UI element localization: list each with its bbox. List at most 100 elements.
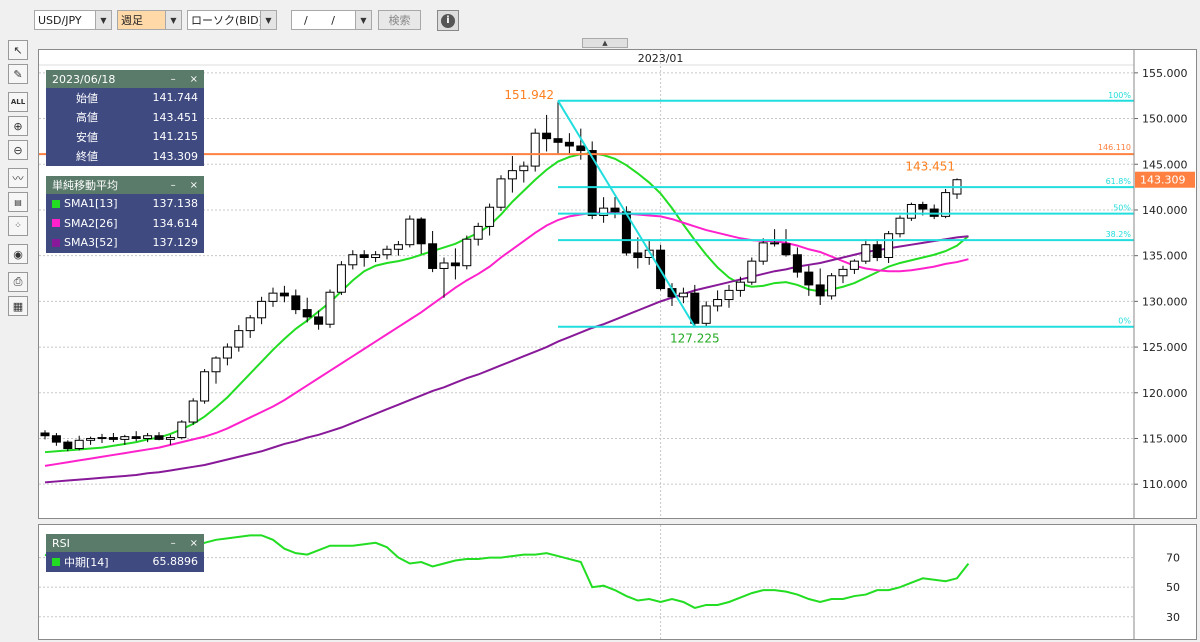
candle-body	[861, 244, 871, 262]
rsi-row: 中期[14] 65.8896	[46, 552, 204, 572]
candle-body	[382, 248, 392, 256]
chevron-down-icon: ▼	[260, 11, 276, 29]
candle-body	[587, 150, 597, 216]
info-icon: i	[441, 13, 455, 28]
rsi-title: RSI	[52, 536, 70, 550]
candle-body	[428, 243, 438, 269]
candle-body	[314, 316, 324, 325]
sma-line	[44, 211, 969, 467]
close-icon[interactable]: ×	[189, 179, 198, 191]
eye-icon[interactable]: ◉	[8, 244, 28, 264]
all-icon[interactable]: ALL	[8, 92, 28, 112]
y-tick-label: 130.000	[1142, 295, 1188, 308]
candle-body	[610, 207, 620, 213]
print-icon[interactable]: ⎙	[8, 272, 28, 292]
sma-row: SMA1[13] 137.138	[46, 194, 204, 214]
candle-body	[188, 400, 198, 423]
y-tick-label: 145.000	[1142, 158, 1188, 171]
sma-label: SMA1[13]	[64, 197, 118, 211]
current-price-label: 143.309	[1140, 174, 1186, 187]
sma-label: SMA3[52]	[64, 236, 118, 250]
fib-label: 38.2%	[1106, 230, 1132, 239]
candle-body	[154, 435, 164, 440]
candle-body	[827, 275, 837, 297]
candle-body	[200, 371, 210, 402]
rsi-chart-panel: 70 50 30	[38, 524, 1197, 640]
high-annotation: 151.942	[504, 88, 554, 102]
candle-body	[131, 436, 141, 439]
candle-body	[621, 211, 631, 254]
candle-body	[804, 271, 814, 286]
timeframe-select[interactable]: 週足 ▼	[117, 10, 182, 30]
ohlc-row: 高値 143.451	[46, 107, 204, 127]
candle-body	[177, 421, 187, 439]
candle-body	[291, 295, 301, 311]
sma-info-box: 単純移動平均 – × SMA1[13] 137.138 SMA2[26] 134.…	[46, 176, 204, 253]
candle-body	[713, 299, 723, 307]
candle-body	[735, 281, 745, 291]
candle-body	[758, 242, 768, 262]
sma-value: 134.614	[152, 216, 199, 230]
ohlc-label: 安値	[76, 130, 98, 144]
ohlc-header: 2023/06/18 – ×	[46, 70, 204, 88]
ohlc-label: 終値	[76, 150, 98, 164]
minimize-icon[interactable]: –	[170, 179, 176, 191]
candle-body	[393, 244, 403, 250]
search-button[interactable]: 検索	[378, 10, 421, 30]
rsi-value: 65.8896	[152, 555, 199, 569]
candle-body	[108, 437, 118, 440]
fib-label: 61.8%	[1106, 177, 1132, 186]
objects-icon[interactable]: ⁘	[8, 216, 28, 236]
rsi-tick-label: 30	[1166, 611, 1180, 624]
zoom-in-icon[interactable]: ⊕	[8, 116, 28, 136]
candle-body	[325, 291, 335, 325]
close-icon[interactable]: ×	[189, 537, 198, 549]
close-icon[interactable]: ×	[189, 73, 198, 85]
chart-type-select[interactable]: ローソク(BID) ▼	[187, 10, 277, 30]
info-button[interactable]: i	[437, 10, 459, 31]
date-input[interactable]: / / ▼	[291, 10, 372, 30]
currency-pair-value: USD/JPY	[38, 13, 82, 27]
rsi-label: 中期[14]	[64, 555, 109, 569]
minimize-icon[interactable]: –	[170, 537, 176, 549]
candle-body	[701, 305, 711, 324]
candle-body	[792, 254, 802, 273]
rsi-swatch	[52, 557, 60, 566]
currency-pair-select[interactable]: USD/JPY ▼	[34, 10, 112, 30]
y-tick-label: 125.000	[1142, 341, 1188, 354]
rsi-header: RSI – ×	[46, 534, 204, 552]
pen-icon[interactable]: ✎	[8, 64, 28, 84]
candle-body	[542, 132, 552, 140]
candle-body	[359, 254, 369, 258]
cursor-icon[interactable]: ↖	[8, 40, 28, 60]
collapse-toggle[interactable]: ▲	[582, 38, 628, 48]
ohlc-value: 143.309	[152, 149, 199, 163]
candle-body	[884, 233, 894, 258]
candle-body	[416, 218, 426, 245]
timeframe-value: 週足	[121, 14, 143, 27]
candle-body	[462, 238, 472, 267]
candle-body	[485, 206, 495, 227]
candle-body	[257, 300, 267, 319]
candle-body	[553, 138, 563, 143]
candle-body	[564, 141, 574, 147]
candle-body	[678, 292, 688, 298]
candle-body	[906, 203, 916, 219]
candle-body	[279, 292, 289, 297]
ohlc-label: 始値	[76, 91, 98, 105]
main-chart-panel: 146.110 100% 61.8% 50% 38.2% 0% 151.942 127.225…	[38, 49, 1197, 519]
layout-icon[interactable]: ▦	[8, 296, 28, 316]
low-annotation: 127.225	[670, 332, 720, 346]
minimize-icon[interactable]: –	[170, 73, 176, 85]
candle-body	[895, 217, 905, 235]
y-tick-label: 155.000	[1142, 67, 1188, 80]
date-value: / /	[304, 13, 345, 27]
candle-body	[336, 264, 346, 293]
rsi-tick-label: 50	[1166, 581, 1180, 594]
rsi-tick-label: 70	[1166, 552, 1180, 565]
zoom-out-icon[interactable]: ⊖	[8, 140, 28, 160]
candle-body	[405, 218, 415, 246]
candle-body	[941, 192, 951, 217]
indicator-icon[interactable]: 〰	[8, 168, 28, 188]
data-icon[interactable]: ▤	[8, 192, 28, 212]
